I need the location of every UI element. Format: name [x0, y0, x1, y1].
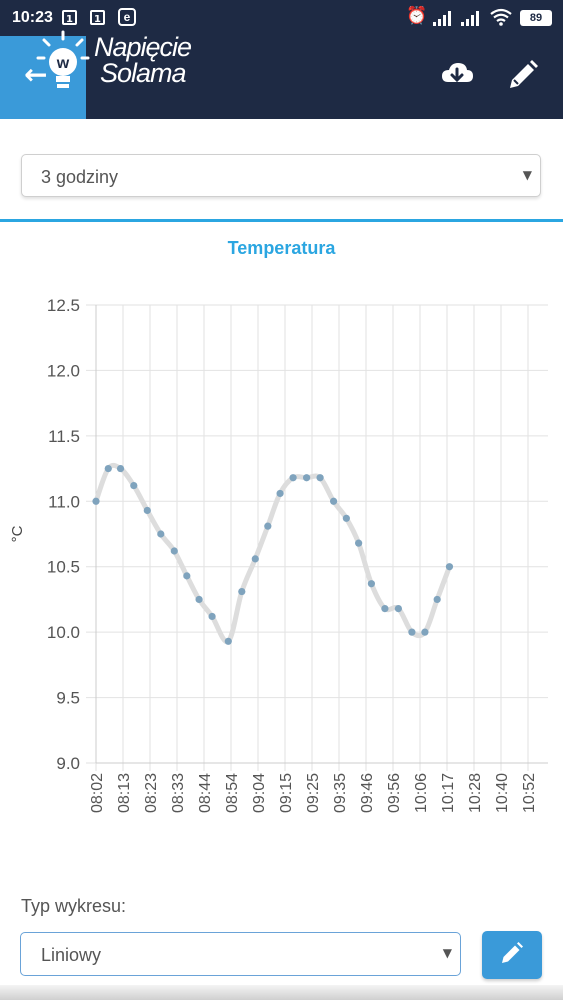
- data-point: [342, 514, 350, 522]
- y-tick-label: 9.0: [56, 754, 80, 773]
- alarm-clock-icon: ⏰: [406, 6, 428, 26]
- y-tick-label: 11.0: [48, 492, 80, 511]
- x-tick-label: 10:17: [440, 773, 457, 813]
- time-range-value: 3 godziny: [41, 167, 119, 187]
- status-bar: 10:23 1 1 e ⏰ 89: [0, 0, 563, 36]
- y-tick-label: 11.5: [48, 427, 80, 446]
- data-point: [289, 474, 297, 482]
- x-tick-label: 09:56: [386, 773, 403, 813]
- data-point: [445, 563, 454, 571]
- back-arrow-icon: ←: [24, 58, 48, 91]
- app-bar: ← w Napięcie Solama: [0, 30, 563, 119]
- y-tick-label: 12.0: [47, 361, 80, 380]
- x-tick-label: 10:40: [494, 773, 511, 813]
- data-point: [303, 474, 311, 482]
- pencil-icon[interactable]: [506, 58, 540, 92]
- x-tick-label: 08:54: [224, 773, 241, 813]
- edit-chart-button[interactable]: [482, 931, 542, 979]
- data-point: [367, 580, 375, 588]
- chart-type-value: Liniowy: [41, 945, 102, 965]
- x-tick-label: 09:46: [359, 773, 376, 813]
- data-point: [92, 497, 100, 505]
- data-point: [264, 522, 272, 530]
- wifi-icon: [490, 8, 512, 26]
- app-notification-icon: e: [118, 8, 136, 26]
- y-tick-label: 10.5: [47, 558, 80, 577]
- data-point: [433, 595, 441, 604]
- temperature-chart: 12.5 12.0 11.5 11.0 10.5 10.0 9.5 9.0 08:02 08:13…: [9, 296, 548, 813]
- data-point: [130, 481, 138, 490]
- y-axis-label: °C: [9, 525, 26, 542]
- x-tick-label: 09:35: [332, 773, 349, 813]
- data-point: [381, 604, 389, 613]
- lightbulb-logo-icon: w: [36, 30, 90, 88]
- x-tick-label: 09:15: [278, 773, 295, 813]
- cell-signal-icon: [433, 11, 451, 26]
- status-time: 10:23: [12, 9, 53, 26]
- data-point: [251, 555, 259, 563]
- x-tick-label: 09:04: [251, 773, 268, 813]
- chart-title: Temperatura: [227, 238, 336, 258]
- data-point: [355, 539, 363, 547]
- cell-signal-icon: [461, 11, 479, 26]
- data-point: [157, 530, 165, 538]
- data-point: [394, 604, 402, 613]
- x-tick-label: 08:13: [116, 773, 133, 813]
- data-point: [116, 464, 125, 473]
- data-point: [143, 506, 151, 515]
- cloud-download-icon[interactable]: [440, 58, 474, 92]
- time-range-select[interactable]: 3 godziny ▼: [21, 154, 541, 197]
- x-tick-label: 09:25: [305, 773, 322, 813]
- data-point: [276, 489, 284, 498]
- data-point: [183, 572, 191, 580]
- logo-text-line1: Napięcie: [94, 32, 192, 62]
- data-point: [330, 497, 338, 505]
- x-tick-label: 10:52: [521, 773, 538, 813]
- section-divider: [0, 219, 563, 222]
- notification-badge-icon: 1: [62, 10, 77, 25]
- series-line: [93, 462, 452, 645]
- data-point: [208, 612, 216, 621]
- logo-text-line2: Solama: [100, 58, 187, 88]
- dropdown-caret-icon: ▼: [522, 168, 532, 182]
- x-tick-label: 08:44: [197, 773, 214, 813]
- data-point: [195, 595, 203, 604]
- x-tick-label: 08:23: [143, 773, 160, 813]
- battery-icon: 89: [520, 10, 552, 26]
- data-point: [316, 474, 324, 482]
- data-point: [421, 628, 429, 636]
- chart-type-select[interactable]: Liniowy ▼: [20, 932, 461, 976]
- chart-type-label: Typ wykresu:: [21, 896, 127, 916]
- data-point: [170, 547, 178, 555]
- app-logo: w Napięcie Solama: [36, 30, 211, 100]
- logo-letter: w: [56, 55, 70, 72]
- x-tick-label: 10:28: [467, 773, 484, 813]
- data-point: [104, 464, 112, 473]
- y-tick-label: 12.5: [47, 296, 80, 315]
- dropdown-caret-icon: ▼: [442, 946, 452, 960]
- x-tick-label: 08:02: [89, 773, 106, 813]
- notification-badge-icon: 1: [90, 10, 105, 25]
- x-tick-label: 08:33: [170, 773, 187, 813]
- data-point: [224, 637, 232, 645]
- bottom-edge: [0, 985, 563, 1000]
- y-tick-label: 9.5: [56, 689, 80, 708]
- y-tick-label: 10.0: [47, 623, 80, 642]
- x-tick-label: 10:06: [413, 773, 430, 813]
- pencil-icon: [502, 942, 523, 963]
- back-button[interactable]: ←: [0, 36, 86, 119]
- data-point: [238, 587, 246, 596]
- data-point: [408, 628, 416, 636]
